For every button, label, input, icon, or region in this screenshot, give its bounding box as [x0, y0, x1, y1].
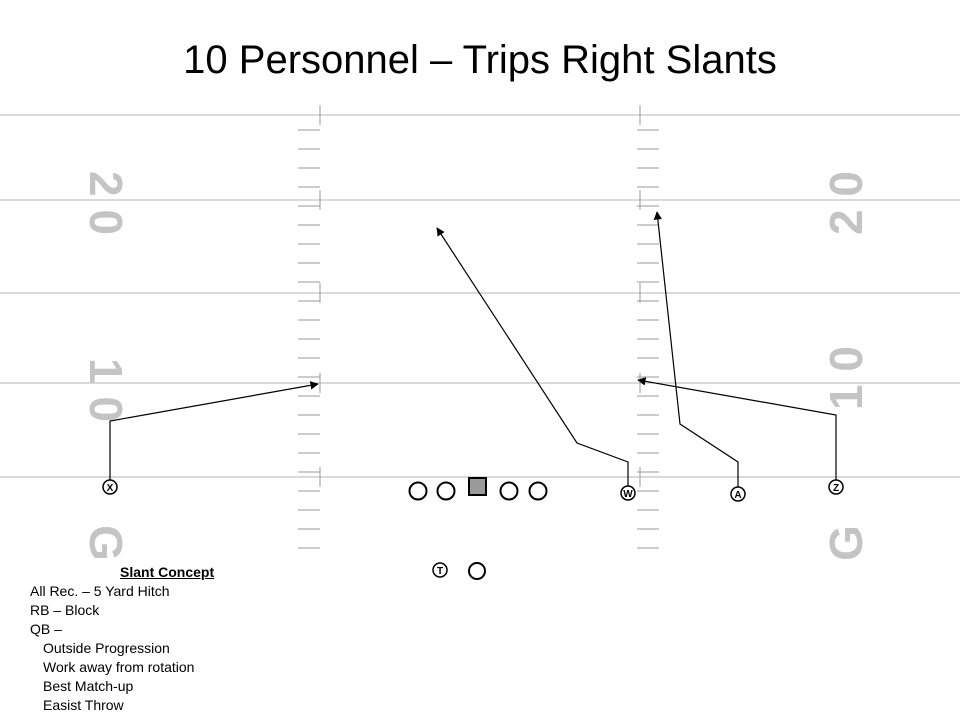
field-number-left-goal: G	[80, 525, 132, 561]
player-t-label: T	[437, 566, 443, 577]
skill-players: X W A Z T	[102, 479, 844, 578]
field-number-left-20: 2 0	[80, 171, 132, 235]
note-qb-item: Outside Progression	[43, 640, 170, 656]
player-t-circle	[432, 562, 448, 578]
player-a-label: A	[734, 490, 741, 501]
field-number-right-goal: G	[820, 525, 872, 561]
field-numbers-right: 2 0 1 0 G	[820, 171, 872, 561]
player-w-label: W	[623, 489, 633, 500]
field-number-right-10: 1 0	[820, 346, 872, 410]
center	[468, 477, 487, 496]
player-x-circle	[102, 479, 118, 495]
notes-heading: Slant Concept	[120, 564, 215, 580]
field-number-right-20: 2 0	[820, 171, 872, 235]
note-quarterback: QB –	[30, 621, 62, 637]
player-x-label: X	[107, 483, 114, 494]
slide-title: 10 Personnel – Trips Right Slants	[183, 38, 777, 82]
route-x-slant	[109, 381, 319, 481]
route-z-slant	[637, 377, 837, 480]
note-qb-item: Best Match-up	[43, 678, 134, 694]
route-a-slant	[653, 211, 739, 488]
left-tackle	[408, 481, 428, 501]
note-all-receivers: All Rec. – 5 Yard Hitch	[30, 583, 170, 599]
field-numbers-left: 2 0 1 0 G	[80, 171, 132, 561]
yard-lines	[0, 114, 960, 478]
player-a-circle	[730, 486, 746, 502]
right-tackle	[528, 481, 548, 501]
field-number-left-10: 1 0	[80, 358, 132, 422]
route-w-slant	[436, 227, 629, 487]
left-guard	[436, 481, 456, 501]
player-z-circle	[828, 479, 844, 495]
note-running-back: RB – Block	[30, 602, 100, 618]
play-notes: Slant Concept All Rec. – 5 Yard Hitch RB…	[30, 563, 290, 715]
quarterback	[468, 562, 486, 580]
right-guard	[499, 481, 519, 501]
note-qb-item: Easist Throw	[43, 697, 124, 713]
offensive-line	[408, 477, 548, 580]
player-z-label: Z	[833, 483, 839, 494]
hash-marks	[298, 105, 659, 549]
routes	[109, 211, 837, 488]
player-w-circle	[620, 485, 636, 501]
note-qb-item: Work away from rotation	[43, 659, 195, 675]
